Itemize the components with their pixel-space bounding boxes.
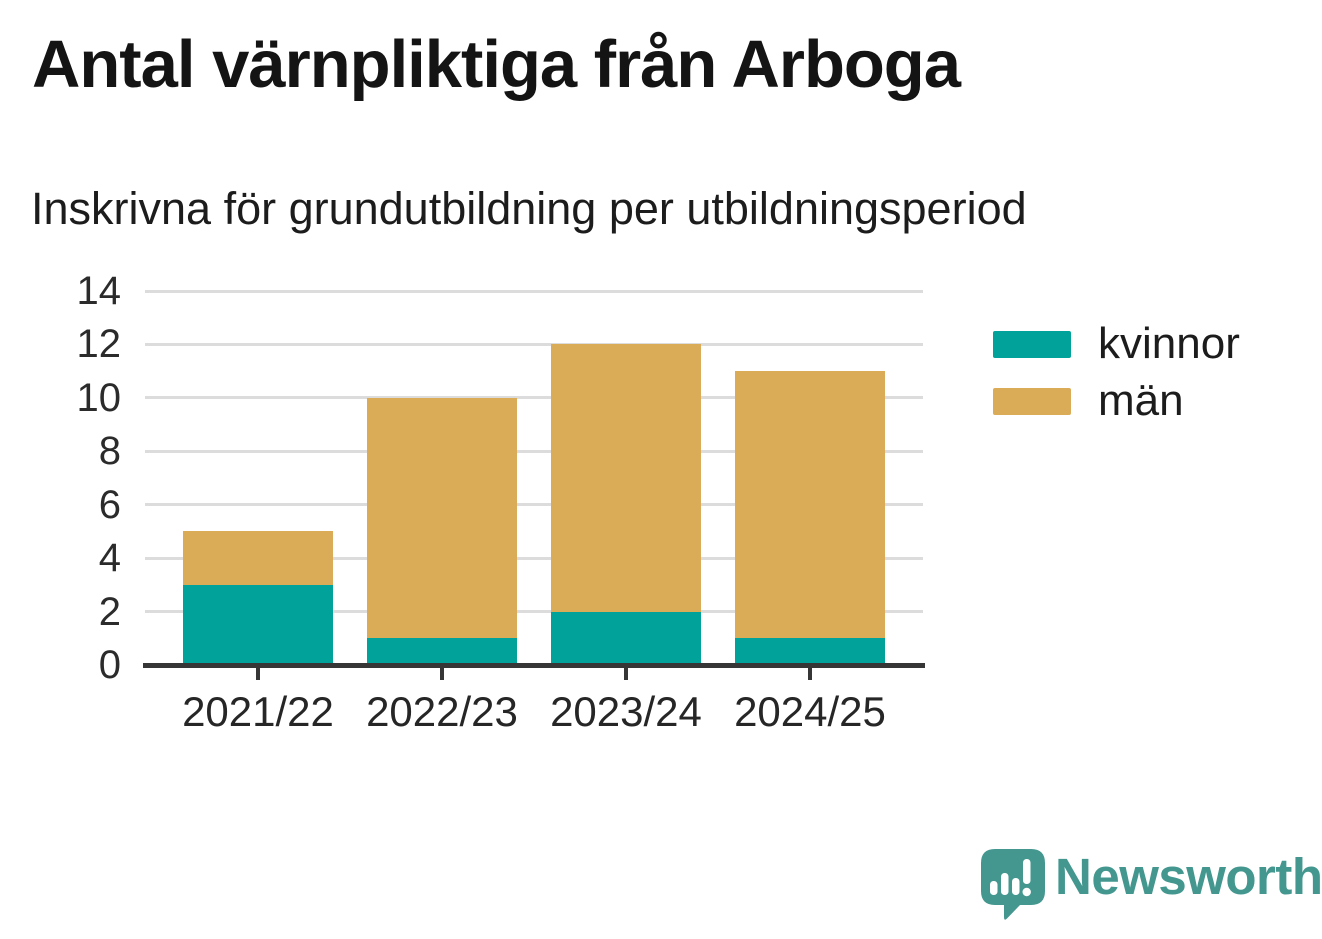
- gridline-y-10: [145, 396, 923, 400]
- gridline-y-8: [145, 449, 923, 453]
- x-tick-2024/25: [808, 668, 812, 680]
- bar-2023/24-kvinnor: [551, 611, 701, 665]
- bar-2023/24-män: [551, 344, 701, 612]
- newsworthy-logo-icon: [981, 849, 1045, 920]
- bar-2021/22-kvinnor: [183, 584, 333, 665]
- bar-2022/23-män: [367, 397, 517, 639]
- legend: kvinnor män: [993, 322, 1240, 423]
- gridline-y-14: [145, 289, 923, 293]
- x-axis-line: [143, 663, 925, 668]
- y-tick-label-12: 12: [76, 322, 122, 367]
- chart-subtitle: Inskrivna för grundutbildning per utbild…: [31, 183, 1027, 234]
- x-tick-label-2024/25: 2024/25: [734, 688, 886, 735]
- newsworthy-logo: Newsworthy: [980, 848, 1322, 922]
- legend-label-män: män: [1098, 376, 1184, 425]
- legend-label-kvinnor: kvinnor: [1098, 319, 1240, 368]
- y-tick-label-14: 14: [76, 269, 122, 313]
- y-tick-label-0: 0: [98, 643, 121, 687]
- x-tick-label-2021/22: 2021/22: [182, 688, 334, 735]
- plot-area: 0 2 4 6 8 10 12 14 2021/22 2022/23 2023/24 2024/25: [77, 271, 925, 735]
- newsworthy-brand-text: Newsworthy: [1055, 848, 1322, 905]
- gridline-y-2: [145, 610, 923, 614]
- bar-2021/22-män: [183, 531, 333, 585]
- y-tick-label-10: 10: [76, 375, 122, 420]
- x-tick-label-2023/24: 2023/24: [550, 688, 702, 735]
- legend-swatch-män: [993, 387, 1071, 415]
- gridline-y-6: [145, 503, 923, 507]
- legend-item-kvinnor: kvinnor: [993, 322, 1240, 366]
- x-tick-2021/22: [256, 668, 260, 680]
- gridline-y-12: [145, 342, 923, 346]
- legend-swatch-kvinnor: [993, 330, 1071, 358]
- bar-2024/25-män: [735, 371, 885, 639]
- bar-2022/23-kvinnor: [367, 638, 517, 665]
- y-tick-label-8: 8: [98, 429, 121, 474]
- x-tick-2022/23: [440, 668, 444, 680]
- x-tick-2023/24: [624, 668, 628, 680]
- gridline-y-4: [145, 556, 923, 560]
- chart-title: Antal värnpliktiga från Arboga: [32, 27, 961, 102]
- y-tick-label-4: 4: [98, 536, 121, 581]
- bar-2024/25-kvinnor: [735, 638, 885, 665]
- x-tick-label-2022/23: 2022/23: [366, 688, 518, 735]
- y-tick-label-6: 6: [98, 482, 121, 527]
- y-tick-label-2: 2: [98, 589, 121, 634]
- legend-item-män: män: [993, 379, 1240, 423]
